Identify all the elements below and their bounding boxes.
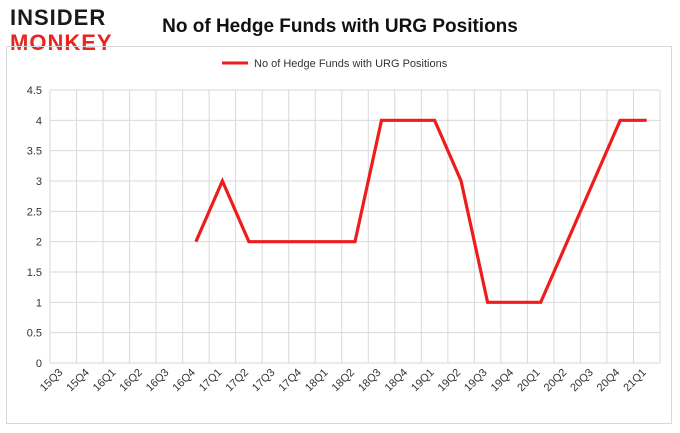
y-tick-label: 3	[36, 176, 42, 188]
x-tick-label: 15Q3	[38, 367, 66, 395]
x-tick-label: 20Q2	[542, 367, 570, 395]
logo-line-1: INSIDER	[10, 5, 107, 30]
x-tick-label: 21Q1	[621, 367, 649, 395]
insider-monkey-logo: INSIDER MONKEY	[8, 6, 130, 56]
y-tick-label: 2.5	[27, 206, 42, 218]
x-tick-label: 20Q4	[595, 367, 623, 395]
x-tick-label: 19Q3	[462, 367, 490, 395]
x-tick-label: 18Q3	[356, 367, 384, 395]
logo-line-2: MONKEY	[10, 30, 113, 55]
x-tick-label: 16Q4	[170, 367, 198, 395]
x-tick-label: 17Q2	[224, 367, 252, 395]
x-tick-label: 17Q1	[197, 367, 225, 395]
x-tick-label: 15Q4	[64, 367, 92, 395]
x-tick-label: 18Q1	[303, 367, 331, 395]
chart-title: No of Hedge Funds with URG Positions	[162, 16, 518, 37]
chart-frame	[6, 46, 672, 424]
x-tick-label: 18Q2	[330, 367, 358, 395]
y-tick-label: 1	[36, 297, 42, 309]
x-tick-label: 20Q3	[568, 367, 596, 395]
y-tick-label: 4	[36, 115, 42, 127]
x-tick-label: 20Q1	[515, 367, 543, 395]
y-tick-label: 0.5	[27, 328, 42, 340]
x-tick-label: 17Q3	[250, 367, 278, 395]
x-tick-label: 16Q3	[144, 367, 172, 395]
x-tick-label: 19Q1	[409, 367, 437, 395]
x-tick-label: 19Q2	[436, 367, 464, 395]
x-tick-label: 18Q4	[383, 367, 411, 395]
y-tick-label: 3.5	[27, 146, 42, 158]
x-tick-label: 17Q4	[277, 367, 305, 395]
y-tick-label: 0	[36, 358, 42, 370]
x-tick-label: 16Q2	[117, 367, 145, 395]
y-tick-label: 4.5	[27, 85, 42, 97]
x-tick-label: 19Q4	[489, 367, 517, 395]
series-line	[194, 118, 647, 304]
y-tick-label: 2	[36, 237, 42, 249]
legend-label: No of Hedge Funds with URG Positions	[254, 58, 448, 70]
x-tick-label: 16Q1	[91, 367, 119, 395]
y-tick-label: 1.5	[27, 267, 42, 279]
